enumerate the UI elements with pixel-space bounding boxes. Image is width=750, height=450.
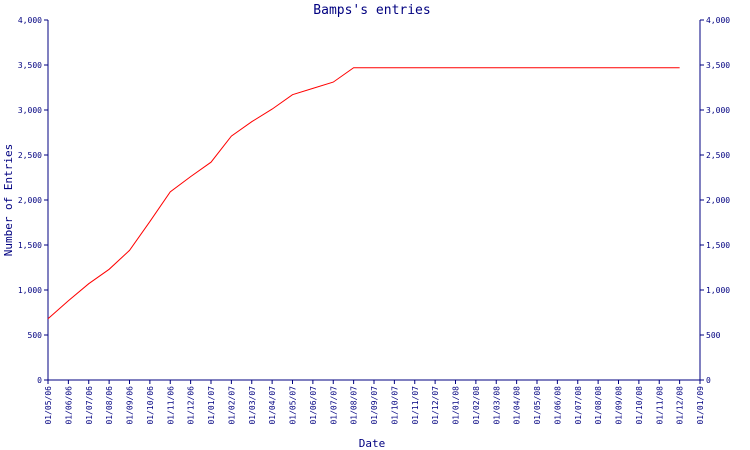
x-tick-label: 01/07/07 xyxy=(329,386,338,425)
x-tick-label: 01/07/06 xyxy=(85,386,94,425)
x-tick-label: 01/08/07 xyxy=(350,386,359,425)
x-tick-label: 01/05/06 xyxy=(44,386,53,425)
series-group xyxy=(47,67,680,320)
y-tick-label-right: 3,500 xyxy=(706,61,730,70)
series-line-0 xyxy=(47,67,680,320)
x-tick-label: 01/01/09 xyxy=(696,386,705,425)
y-tick-label-right: 1,500 xyxy=(706,241,730,250)
y-tick-label-left: 4,000 xyxy=(18,16,42,25)
x-tick-label: 01/10/08 xyxy=(635,386,644,425)
y-tick-label-right: 4,000 xyxy=(706,16,730,25)
y-tick-label-left: 2,000 xyxy=(18,196,42,205)
x-tick-label: 01/09/06 xyxy=(126,386,135,425)
x-tick-label: 01/09/07 xyxy=(370,386,379,425)
x-tick-label: 01/10/06 xyxy=(146,386,155,425)
x-tick-label: 01/11/07 xyxy=(411,386,420,425)
y-tick-label-left: 1,000 xyxy=(18,286,42,295)
x-tick-label: 01/05/07 xyxy=(289,386,298,425)
y-tick-label-left: 500 xyxy=(28,331,43,340)
y-tick-label-left: 2,500 xyxy=(18,151,42,160)
x-tick-label: 01/09/08 xyxy=(615,386,624,425)
x-tick-label: 01/02/08 xyxy=(472,386,481,425)
x-tick-label: 01/12/07 xyxy=(431,386,440,425)
x-tick-label: 01/04/08 xyxy=(513,386,522,425)
x-tick-label: 01/04/07 xyxy=(268,386,277,425)
x-tick-label: 01/01/07 xyxy=(207,386,216,425)
chart-title: Bamps's entries xyxy=(313,3,430,18)
y-tick-label-left: 3,000 xyxy=(18,106,42,115)
y-tick-label-right: 0 xyxy=(706,376,711,385)
x-tick-label: 01/06/07 xyxy=(309,386,318,425)
x-tick-label: 01/12/08 xyxy=(676,386,685,425)
x-tick-label: 01/12/06 xyxy=(187,386,196,425)
y-tick-label-left: 3,500 xyxy=(18,61,42,70)
x-tick-label: 01/11/06 xyxy=(166,386,175,425)
x-axis-label: Date xyxy=(359,437,386,450)
y-tick-label-right: 1,000 xyxy=(706,286,730,295)
x-tick-label: 01/11/08 xyxy=(655,386,664,425)
y-tick-label-right: 2,000 xyxy=(706,196,730,205)
x-tick-label: 01/06/08 xyxy=(553,386,562,425)
y-tick-label-left: 0 xyxy=(37,376,42,385)
x-tick-label: 01/06/06 xyxy=(64,386,73,425)
x-tick-label: 01/01/08 xyxy=(452,386,461,425)
x-tick-label: 01/07/08 xyxy=(574,386,583,425)
x-tick-label: 01/10/07 xyxy=(390,386,399,425)
y-tick-label-left: 1,500 xyxy=(18,241,42,250)
x-tick-label: 01/03/07 xyxy=(248,386,257,425)
x-tick-label: 01/08/06 xyxy=(105,386,114,425)
y-tick-label-right: 2,500 xyxy=(706,151,730,160)
tick-marks: 0 0 500 500 1,000 1,000 1,500 1,500 2,000 2,000 2,… xyxy=(18,16,730,425)
axes xyxy=(47,20,701,381)
y-axis-label: Number of Entries xyxy=(2,144,15,257)
y-tick-label-right: 500 xyxy=(706,331,721,340)
x-tick-label: 01/08/08 xyxy=(594,386,603,425)
x-tick-label: 01/02/07 xyxy=(227,386,236,425)
x-tick-label: 01/05/08 xyxy=(533,386,542,425)
x-tick-label: 01/03/08 xyxy=(492,386,501,425)
y-tick-label-right: 3,000 xyxy=(706,106,730,115)
